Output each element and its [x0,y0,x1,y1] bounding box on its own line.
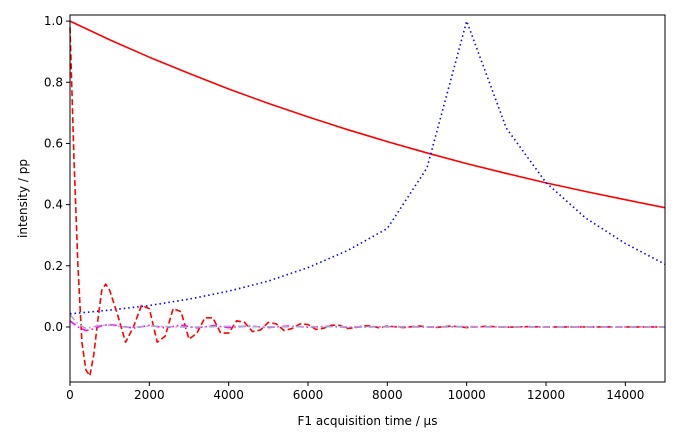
x-tick-label: 2000 [134,388,165,402]
y-tick-label: 0.6 [44,136,63,150]
series-line-1 [69,20,666,209]
x-tick-label: 0 [66,388,74,402]
series-line-5 [69,314,665,330]
x-axis-ticks: 0 2000 4000 6000 8000 10000 12000 14000 [66,382,644,402]
y-tick-label: 0.0 [44,320,63,334]
plot-frame [69,14,666,383]
y-tick-label: 1.0 [44,14,63,28]
x-tick-label: 4000 [213,388,244,402]
y-tick-label: 0.2 [44,259,63,273]
x-tick-label: 6000 [293,388,324,402]
y-tick-label: 0.4 [44,198,63,212]
x-tick-label: 12000 [527,388,565,402]
y-axis-ticks: 0.0 0.2 0.4 0.6 0.8 1.0 [44,14,70,334]
y-axis-label: intensity / pp [16,159,30,238]
series-layer [69,20,666,377]
y-tick-label: 0.8 [44,75,63,89]
series-line-2 [69,20,666,315]
series-line-3 [69,27,665,377]
x-tick-label: 8000 [372,388,403,402]
x-tick-label: 10000 [448,388,486,402]
x-tick-label: 14000 [606,388,644,402]
x-axis-label: F1 acquisition time / µs [298,414,438,428]
